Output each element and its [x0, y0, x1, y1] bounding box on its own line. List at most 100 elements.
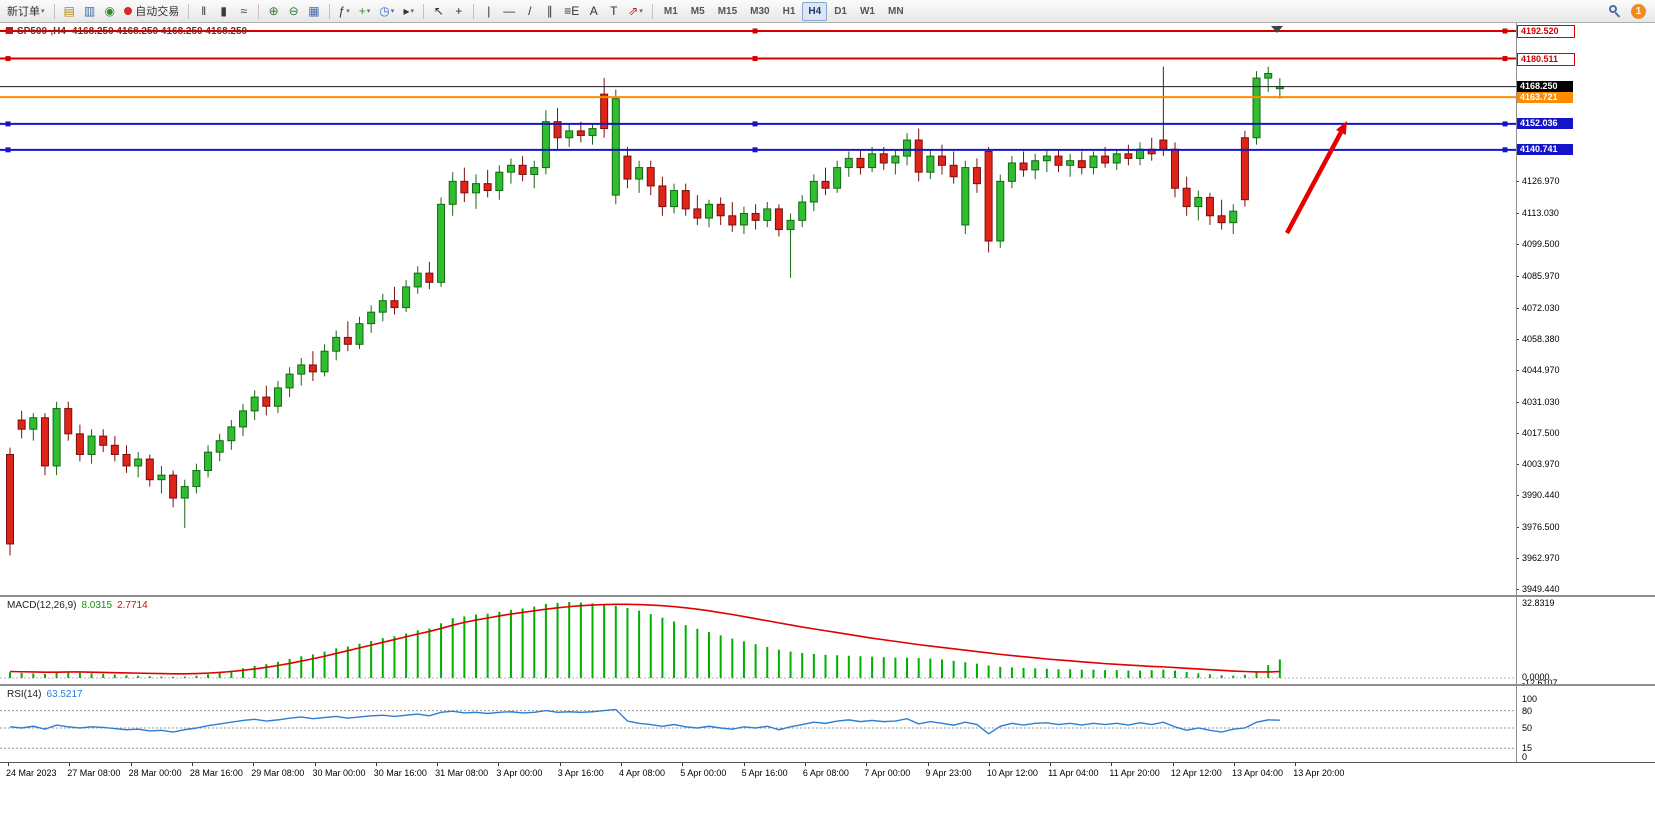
- chart-shift-icon[interactable]: ▸ ▾: [399, 2, 418, 21]
- zoom-out-icon-glyph: ⊖: [288, 4, 299, 18]
- time-axis-label: 31 Mar 08:00: [435, 768, 489, 778]
- level-price-tag[interactable]: 4180.511: [1517, 53, 1575, 67]
- horizontal-line-icon[interactable]: —: [499, 2, 519, 21]
- market-watch-icon[interactable]: ▤: [60, 2, 79, 21]
- price-chart[interactable]: [0, 23, 1516, 762]
- level-price-tag[interactable]: 4152.036: [1517, 118, 1573, 130]
- level-price-tag[interactable]: 4163.721: [1517, 91, 1573, 103]
- time-axis-tick: [314, 762, 316, 766]
- rsi-scale-label: 50: [1522, 723, 1533, 733]
- zoom-in-icon-glyph: ⊕: [268, 4, 279, 18]
- text-label-icon[interactable]: T: [604, 2, 623, 21]
- price-scale-tick: [1516, 369, 1519, 371]
- timeframe-mn-button[interactable]: MN: [887, 5, 904, 17]
- time-axis-tick: [743, 762, 745, 766]
- rsi-indicator-label: RSI(14) 63.5217: [7, 689, 83, 700]
- toolbar-separator: [53, 3, 55, 19]
- notification-badge[interactable]: 1: [1631, 3, 1646, 19]
- price-scale-label: 4126.970: [1522, 176, 1560, 187]
- text-tool-icon[interactable]: A: [584, 2, 603, 21]
- line-chart-mode-icon[interactable]: ≈: [234, 2, 253, 21]
- price-scale-label: 3949.440: [1522, 583, 1560, 594]
- macd-scale-max: 32.8319: [1522, 598, 1555, 608]
- timeframe-h4-button[interactable]: H4: [802, 1, 828, 21]
- search-icon[interactable]: [1607, 3, 1623, 19]
- panel-splitter-rsi[interactable]: [0, 684, 1655, 686]
- scale-separator: [1516, 23, 1517, 762]
- time-axis[interactable]: 24 Mar 2023 27 Mar 08:00 28 Mar 00:00 28 Ma…: [0, 762, 1516, 784]
- trendline-icon[interactable]: /: [520, 2, 539, 21]
- timeframe-m1-button[interactable]: M1: [663, 5, 678, 17]
- time-axis-tick: [1111, 762, 1113, 766]
- timeframe-d1-button[interactable]: D1: [834, 5, 847, 17]
- level-price-tag[interactable]: 4192.520: [1517, 25, 1575, 39]
- timeframe-h1-button[interactable]: H1: [782, 5, 796, 17]
- indicators-icon[interactable]: ƒ ▾: [335, 2, 354, 21]
- time-axis-label: 5 Apr 00:00: [680, 768, 727, 778]
- add-object-icon[interactable]: + ▾: [355, 2, 375, 21]
- chart-shift-marker[interactable]: [1271, 26, 1283, 33]
- arrows-tool-icon[interactable]: ⇗ ▾: [624, 2, 647, 21]
- price-scale-label: 4003.970: [1522, 458, 1560, 469]
- buy-signal-arrow[interactable]: [1285, 121, 1347, 235]
- price-scale-tick: [1516, 244, 1519, 246]
- vertical-line-icon[interactable]: |: [479, 2, 498, 21]
- timeframe-m5-button[interactable]: M5: [690, 5, 705, 17]
- price-scale-label: 4017.500: [1522, 427, 1560, 438]
- equidistant-channel-icon-glyph: ∥: [546, 4, 553, 18]
- toolbar-separator: [188, 3, 190, 19]
- price-scale-tick: [1516, 494, 1519, 496]
- periods-icon[interactable]: ◷ ▾: [375, 2, 398, 21]
- tile-windows-icon[interactable]: ▦: [304, 2, 323, 21]
- zoom-in-icon[interactable]: ⊕: [264, 2, 283, 21]
- toolbar-buttons: 新订单 ▾ ▤ ▥ ◉ 自动交易 ‖ ▮ ≈ ⊕ ⊖ ▦ ƒ ▾ + ▾ ◷ ▾ ▸ ▾ ↖ + | — / ∥ ≡E A T ⇗ ▾ M1 M…: [3, 1, 1607, 21]
- crosshair-icon[interactable]: +: [449, 2, 468, 21]
- timeframe-m15-button[interactable]: M15: [717, 5, 738, 17]
- macd-signal-value: 2.7714: [117, 600, 148, 611]
- equidistant-channel-icon[interactable]: ∥: [540, 2, 559, 21]
- macd-scale-min: -12.6107: [1522, 678, 1558, 688]
- level-price-tag[interactable]: 4140.741: [1517, 144, 1573, 156]
- price-scale[interactable]: 32.8319 0.0000 -12.6107 4126.970 4113.030…: [1516, 23, 1655, 827]
- price-scale-tick: [1516, 307, 1519, 309]
- time-axis-tick: [8, 762, 9, 766]
- panel-splitter-macd[interactable]: [0, 595, 1655, 597]
- time-axis-tick: [1050, 762, 1052, 766]
- new-order-button[interactable]: 新订单 ▾: [3, 2, 49, 21]
- price-scale-tick: [1516, 557, 1519, 559]
- add-object-icon-glyph: +: [358, 4, 366, 18]
- level-lines[interactable]: [0, 28, 1516, 153]
- zoom-out-icon[interactable]: ⊖: [284, 2, 303, 21]
- time-axis-label: 12 Apr 12:00: [1170, 768, 1222, 778]
- time-axis-tick: [988, 762, 990, 766]
- time-axis-label: 5 Apr 16:00: [741, 768, 788, 778]
- macd-histogram: [9, 602, 1281, 678]
- macd-main-value: 8.0315: [81, 600, 113, 611]
- timeframe-w1-button[interactable]: W1: [859, 5, 875, 17]
- time-axis-tick: [682, 762, 684, 766]
- time-axis-tick: [375, 762, 377, 766]
- time-axis-tick: [253, 762, 255, 766]
- ohlc-values: 4168.250 4168.250 4168.250 4168.250: [71, 26, 248, 37]
- time-axis-tick: [927, 762, 929, 766]
- data-window-icon[interactable]: ▥: [80, 2, 99, 21]
- price-scale-label: 4085.970: [1522, 270, 1560, 281]
- price-scale-tick: [1516, 213, 1519, 215]
- macd-name: MACD(12,26,9): [7, 600, 77, 611]
- strategy-navigator-icon[interactable]: ◉: [100, 2, 119, 21]
- price-scale-tick: [1516, 588, 1519, 590]
- line-handle: [1502, 121, 1508, 127]
- candlestick-mode-icon[interactable]: ▮: [214, 2, 233, 21]
- bar-chart-mode-icon[interactable]: ‖: [194, 2, 213, 21]
- horizontal-line-icon-glyph: —: [503, 4, 516, 18]
- cursor-icon[interactable]: ↖: [429, 2, 448, 21]
- crosshair-icon-glyph: +: [455, 4, 463, 18]
- time-axis-tick: [866, 762, 868, 766]
- timeframe-m30-button[interactable]: M30: [750, 5, 770, 17]
- price-scale-tick: [1516, 338, 1519, 340]
- cursor-icon-glyph: ↖: [433, 4, 444, 18]
- time-axis-tick: [559, 762, 561, 766]
- auto-trading-button[interactable]: 自动交易: [120, 2, 183, 21]
- fibonacci-icon[interactable]: ≡E: [560, 2, 583, 21]
- dropdown-caret-icon: ▾: [390, 8, 395, 15]
